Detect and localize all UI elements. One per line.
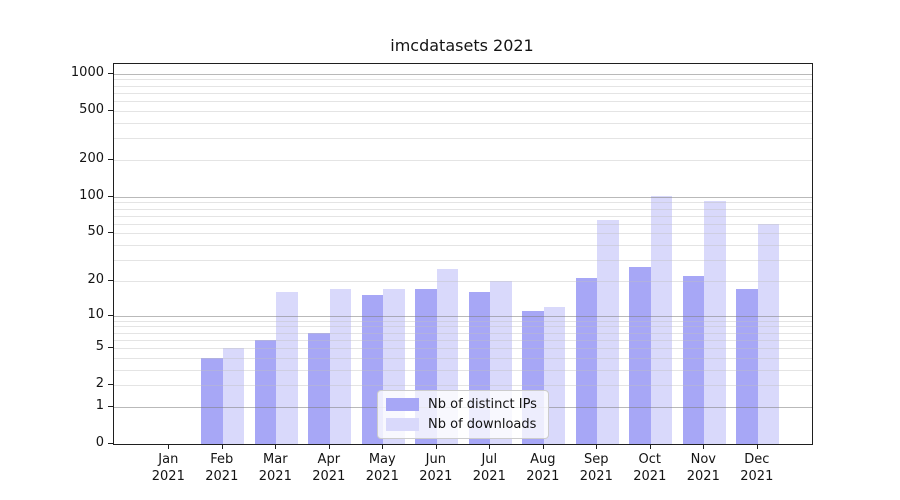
legend-label-downloads: Nb of downloads	[428, 417, 537, 432]
x-axis-tick	[328, 444, 330, 449]
y-axis-tick	[108, 232, 113, 234]
minor-gridline	[114, 320, 812, 322]
x-axis-tick	[275, 444, 277, 449]
y-axis-tick	[108, 443, 113, 444]
y-axis-tick	[108, 279, 113, 281]
minor-gridline	[114, 233, 812, 235]
legend-item-distinct-ips: Nb of distinct IPs	[386, 397, 537, 412]
major-gridline	[114, 315, 812, 317]
y-axis-tick-label: 500	[79, 101, 104, 117]
y-axis-tick	[108, 346, 113, 348]
x-axis-tick	[542, 444, 544, 449]
y-axis-tick-label: 10	[87, 306, 104, 322]
x-axis-tick-label-sep: Sep 2021	[579, 452, 613, 484]
bar-downloads-feb	[222, 347, 245, 444]
x-axis-tick	[703, 444, 705, 449]
minor-gridline	[114, 326, 812, 328]
x-axis-tick	[221, 444, 223, 449]
x-axis-tick	[382, 444, 384, 449]
minor-gridline	[114, 332, 812, 334]
y-axis-tick-label: 50	[87, 224, 104, 240]
legend: Nb of distinct IPs Nb of downloads	[377, 390, 549, 439]
minor-gridline	[114, 385, 812, 387]
bar-downloads-aug	[543, 306, 566, 444]
bar-downloads-sep	[597, 220, 619, 444]
x-axis-tick	[756, 444, 758, 449]
y-axis-tick	[108, 109, 113, 111]
bar-distinct-ips-feb	[201, 357, 223, 444]
bar-downloads-mar	[276, 292, 298, 444]
x-axis-tick-label-may: May 2021	[365, 452, 399, 484]
minor-gridline	[114, 280, 812, 282]
x-axis-tick-label-jul: Jul 2021	[472, 452, 506, 484]
x-axis-tick	[168, 444, 170, 449]
bar-downloads-nov	[704, 200, 726, 444]
x-axis-tick-label-nov: Nov 2021	[686, 452, 720, 484]
y-axis-tick-label: 200	[79, 150, 104, 166]
y-axis-tick-label: 1000	[70, 64, 104, 80]
major-gridline	[114, 73, 812, 75]
x-axis-tick-label-dec: Dec 2021	[740, 452, 774, 484]
major-gridline	[114, 196, 812, 198]
bar-distinct-ips-dec	[736, 289, 758, 444]
bar-distinct-ips-mar	[254, 339, 277, 444]
x-axis-tick-label-jan: Jan 2021	[151, 452, 185, 484]
legend-label-distinct-ips: Nb of distinct IPs	[428, 397, 537, 412]
minor-gridline	[114, 357, 812, 359]
bar-downloads-apr	[329, 289, 352, 444]
x-axis-tick-label-apr: Apr 2021	[312, 452, 346, 484]
bar-downloads-oct	[650, 195, 673, 444]
x-axis-tick	[649, 444, 651, 449]
bar-downloads-dec	[757, 223, 780, 444]
legend-swatch-distinct-ips	[386, 398, 419, 411]
minor-gridline	[114, 79, 812, 81]
minor-gridline	[114, 339, 812, 341]
bar-distinct-ips-apr	[308, 332, 330, 444]
y-axis-tick-label: 0	[95, 435, 104, 450]
x-axis-tick-label-oct: Oct 2021	[633, 452, 667, 484]
y-axis-tick	[108, 195, 113, 197]
minor-gridline	[114, 138, 812, 140]
y-axis-tick-label: 5	[95, 338, 104, 354]
x-axis-tick-label-jun: Jun 2021	[419, 452, 453, 484]
minor-gridline	[114, 208, 812, 210]
y-axis-tick-label: 100	[79, 187, 104, 203]
bar-distinct-ips-sep	[575, 278, 598, 444]
minor-gridline	[114, 85, 812, 87]
minor-gridline	[114, 245, 812, 247]
x-axis-tick	[596, 444, 598, 449]
x-axis-tick	[435, 444, 437, 449]
minor-gridline	[114, 159, 812, 161]
y-axis-tick-label: 1	[95, 397, 104, 413]
legend-item-downloads: Nb of downloads	[386, 417, 537, 432]
minor-gridline	[114, 122, 812, 124]
minor-gridline	[114, 110, 812, 112]
y-axis-tick	[108, 72, 113, 74]
y-axis-tick	[108, 158, 113, 160]
y-axis-tick	[108, 384, 113, 386]
y-axis-tick-label: 2	[95, 376, 104, 392]
chart-title: imcdatasets 2021	[390, 36, 534, 55]
bar-distinct-ips-nov	[682, 275, 705, 444]
minor-gridline	[114, 215, 812, 217]
bar-distinct-ips-oct	[629, 267, 651, 444]
minor-gridline	[114, 202, 812, 204]
plot-area	[113, 63, 813, 445]
y-axis-tick	[108, 314, 113, 316]
legend-swatch-downloads	[386, 418, 419, 431]
minor-gridline	[114, 92, 812, 94]
minor-gridline	[114, 369, 812, 371]
minor-gridline	[114, 260, 812, 261]
x-axis-tick-label-aug: Aug 2021	[526, 452, 560, 484]
x-axis-tick-label-mar: Mar 2021	[258, 452, 292, 484]
x-axis-tick	[489, 444, 491, 449]
minor-gridline	[114, 347, 812, 349]
minor-gridline	[114, 101, 812, 103]
minor-gridline	[114, 223, 812, 225]
y-axis-tick-label: 20	[87, 271, 104, 287]
y-axis-tick	[108, 405, 113, 407]
x-axis-tick-label-feb: Feb 2021	[205, 452, 239, 484]
